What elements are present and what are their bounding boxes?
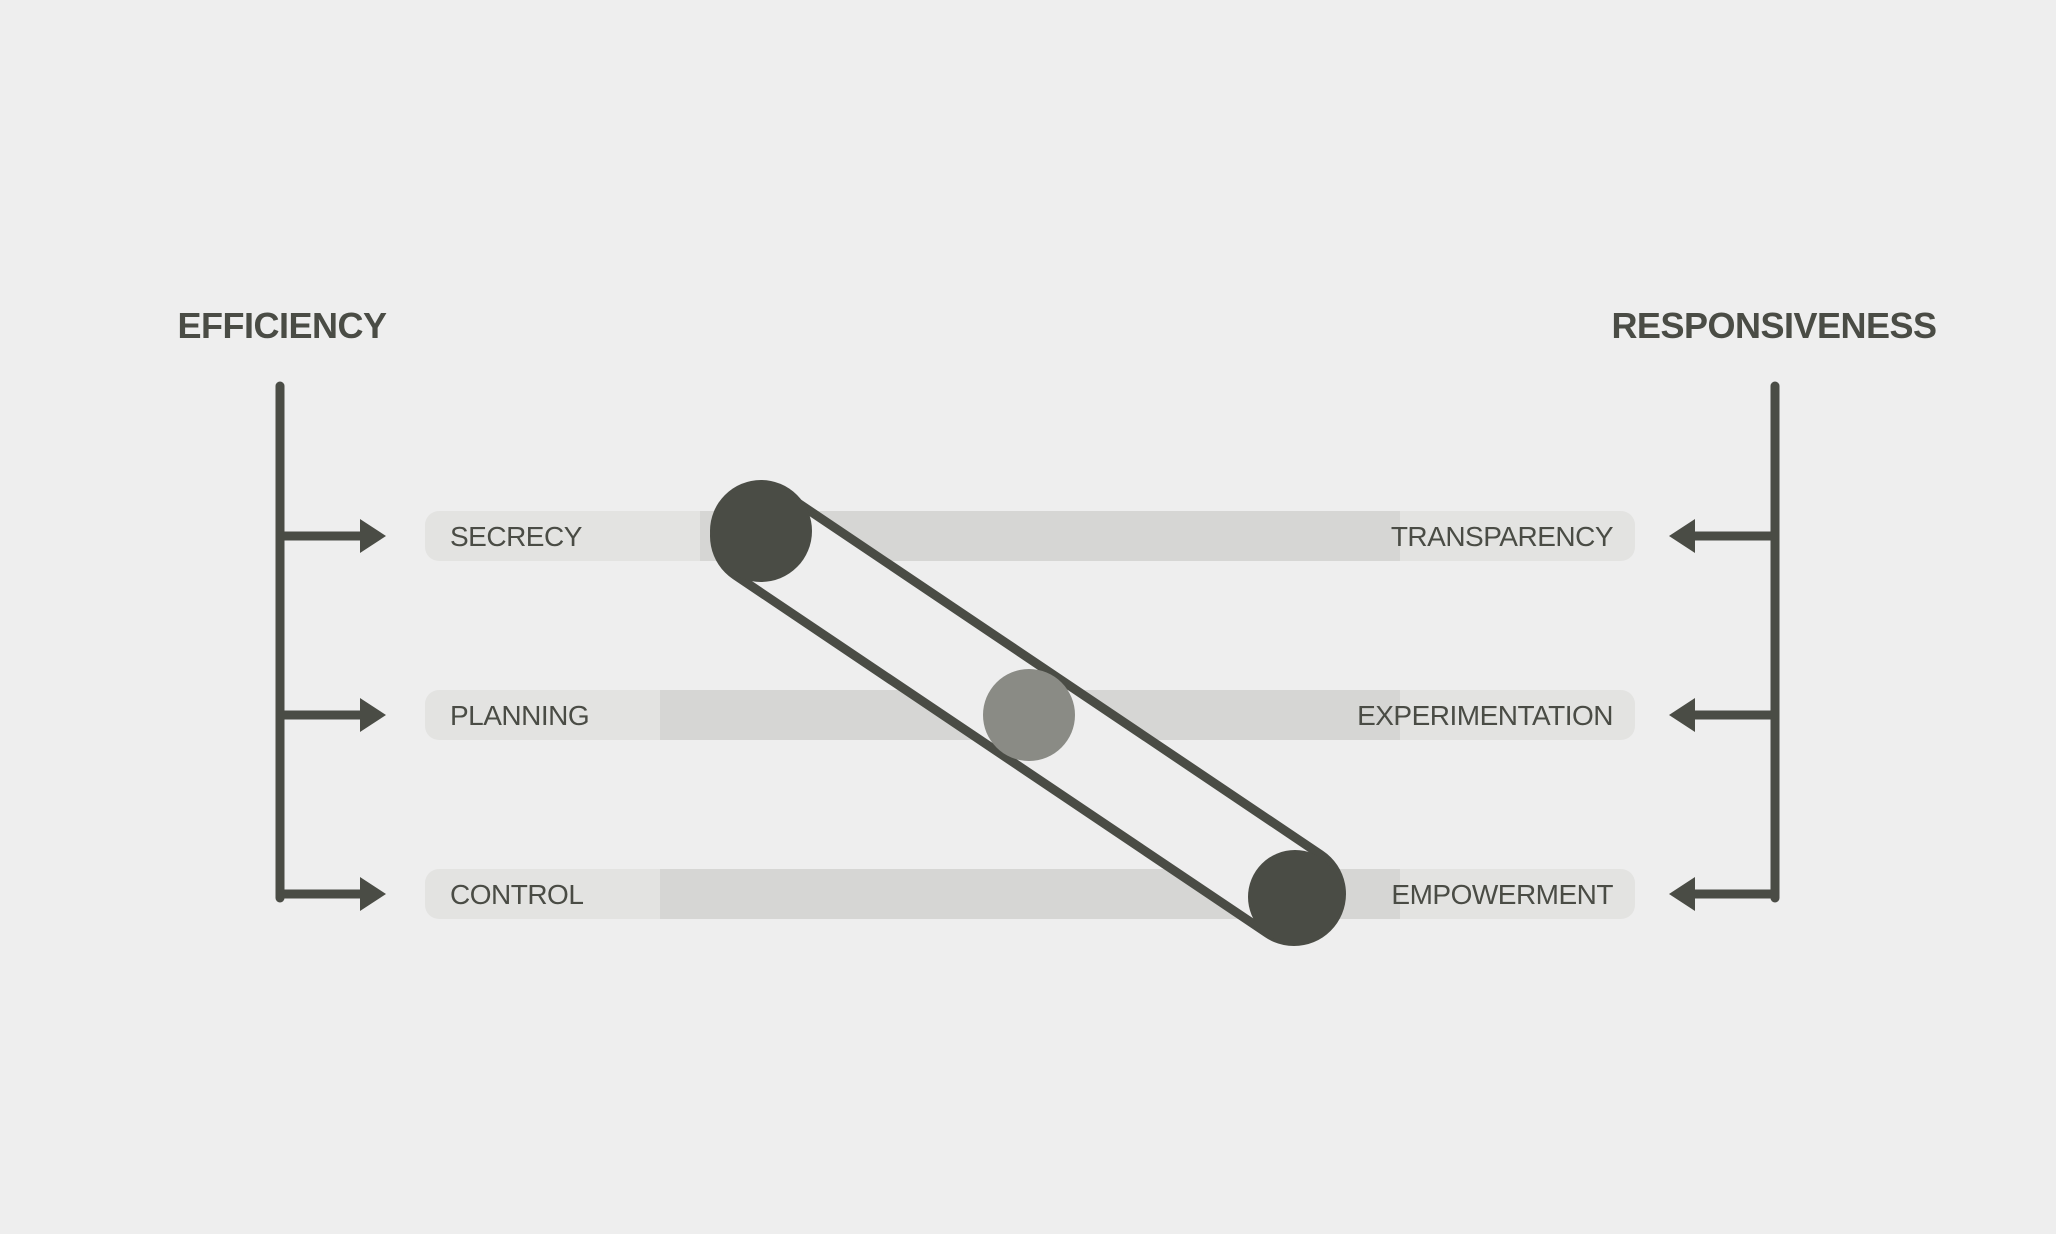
left-label: CONTROL (450, 879, 583, 910)
left-heading: EFFICIENCY (177, 305, 387, 346)
spectrum-row-3: CONTROL EMPOWERMENT (425, 869, 1635, 919)
marker-control-empowerment[interactable] (1248, 850, 1342, 944)
right-arrowheads (1669, 519, 1695, 911)
arrow-left-icon (1669, 877, 1695, 911)
left-arrowheads (360, 519, 386, 911)
marker-secrecy-transparency[interactable] (710, 480, 812, 582)
right-heading: RESPONSIVENESS (1611, 305, 1936, 346)
arrow-right-icon (360, 698, 386, 732)
spectrum-row-1: SECRECY TRANSPARENCY (425, 511, 1635, 561)
right-label: EXPERIMENTATION (1357, 700, 1613, 731)
left-label: PLANNING (450, 700, 589, 731)
left-label: SECRECY (450, 521, 583, 552)
right-bracket (1690, 381, 1780, 903)
marker-planning-experimentation[interactable] (983, 669, 1075, 761)
right-label: EMPOWERMENT (1391, 879, 1613, 910)
arrow-left-icon (1669, 519, 1695, 553)
arrow-left-icon (1669, 698, 1695, 732)
left-bracket (275, 381, 365, 903)
arrow-right-icon (360, 519, 386, 553)
arrow-right-icon (360, 877, 386, 911)
right-label: TRANSPARENCY (1391, 521, 1614, 552)
